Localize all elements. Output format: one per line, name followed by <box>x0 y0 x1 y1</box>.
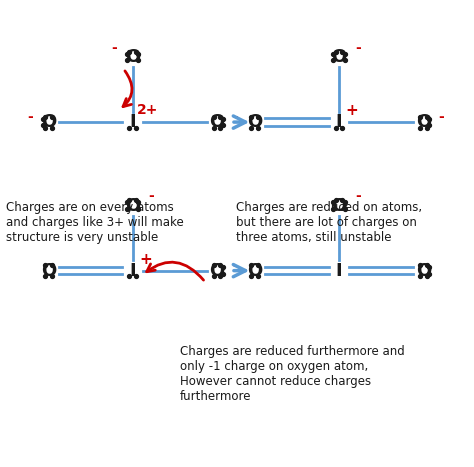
Text: -: - <box>232 110 238 124</box>
Text: -: - <box>148 189 154 203</box>
FancyArrowPatch shape <box>146 262 203 280</box>
Text: I: I <box>129 262 136 280</box>
Text: -: - <box>27 110 33 124</box>
Text: 2+: 2+ <box>137 104 158 118</box>
Text: Charges are reduced furthermore and
only -1 charge on oxygen atom,
However canno: Charges are reduced furthermore and only… <box>180 345 404 403</box>
Text: I: I <box>336 113 342 131</box>
Text: O: O <box>41 262 56 280</box>
Text: -: - <box>355 189 361 203</box>
Text: I: I <box>129 113 136 131</box>
Text: O: O <box>41 113 56 131</box>
Text: +: + <box>346 103 358 118</box>
Text: O: O <box>125 48 140 66</box>
FancyArrowPatch shape <box>123 71 132 106</box>
Text: Charges are reduced on atoms,
but there are lot of charges on
three atoms, still: Charges are reduced on atoms, but there … <box>236 201 422 244</box>
Text: O: O <box>247 113 262 131</box>
Text: O: O <box>247 262 262 280</box>
Text: I: I <box>336 262 342 280</box>
Text: O: O <box>416 113 431 131</box>
Text: -: - <box>111 41 117 55</box>
Text: O: O <box>210 262 225 280</box>
Text: O: O <box>331 197 346 215</box>
Text: +: + <box>139 252 152 267</box>
Text: -: - <box>232 259 238 273</box>
Text: -: - <box>355 41 361 55</box>
Text: Charges are on every atoms
and charges like 3+ will make
structure is very unsta: Charges are on every atoms and charges l… <box>6 201 184 244</box>
Text: O: O <box>125 197 140 215</box>
Text: O: O <box>331 48 346 66</box>
Text: -: - <box>438 110 444 124</box>
Text: O: O <box>210 113 225 131</box>
Text: O: O <box>416 262 431 280</box>
